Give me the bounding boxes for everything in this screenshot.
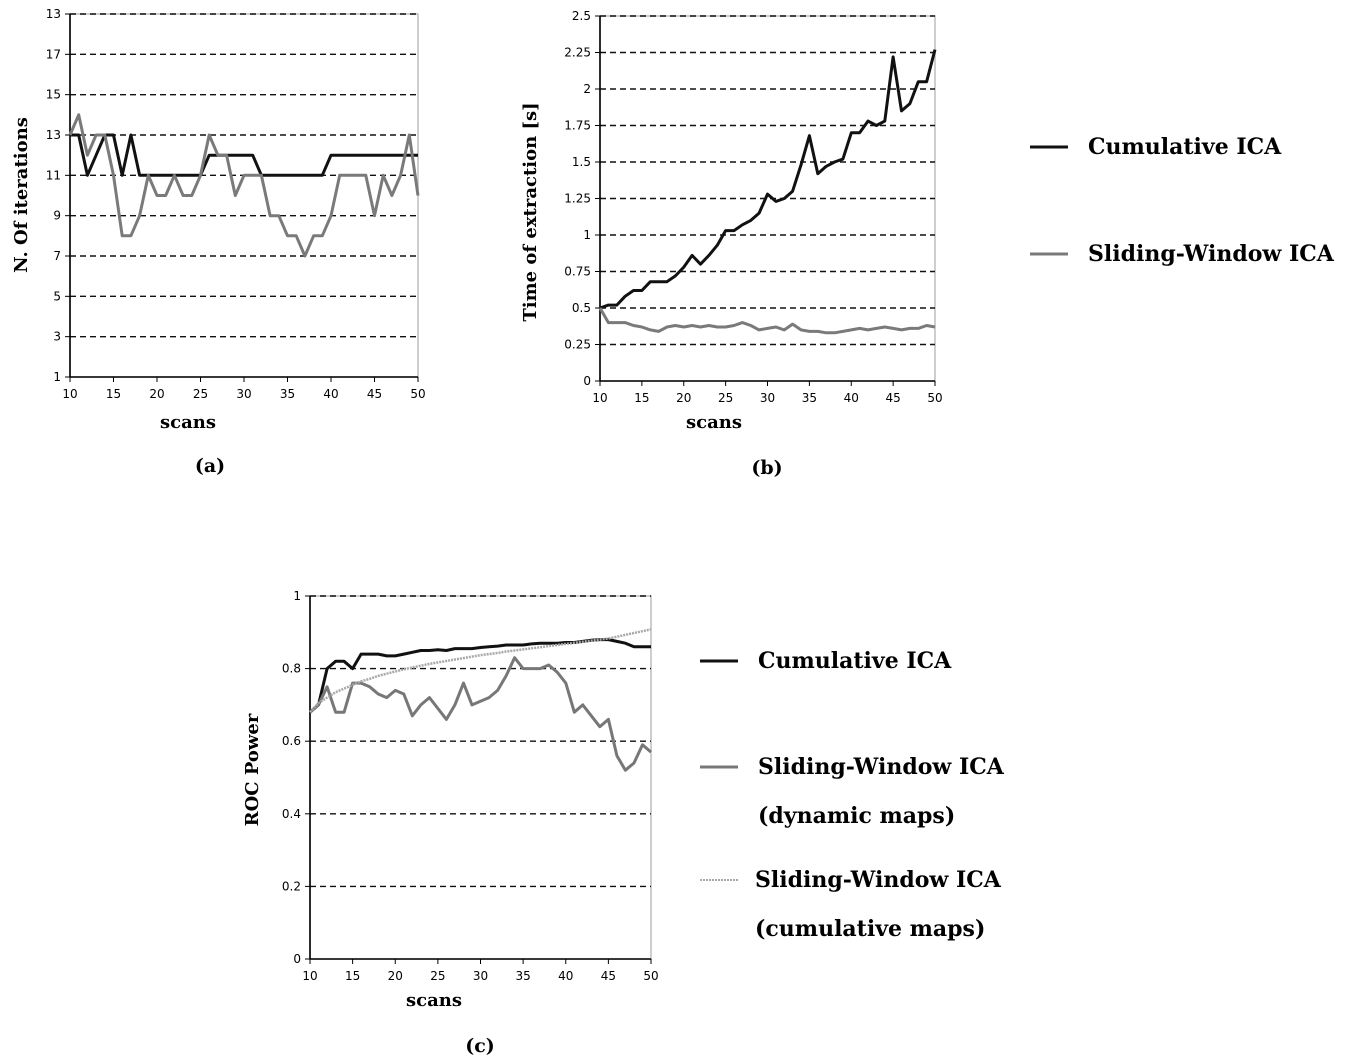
chart-b-xtick-label: 40 <box>844 391 859 405</box>
chart-c-ytick-label: 0.2 <box>282 879 301 893</box>
chart-c-ytick-label: 0.4 <box>282 807 301 821</box>
chart-a-ylabel: N. Of iterations <box>11 117 32 273</box>
chart-a-xtick-label: 20 <box>149 387 164 401</box>
legend-b-label-cumulative: Cumulative ICA <box>1088 134 1282 160</box>
chart-c-xtick-label: 50 <box>643 969 658 983</box>
chart-c-xtick-label: 15 <box>345 969 360 983</box>
chart-b-xtick-label: 50 <box>927 391 942 405</box>
chart-a-panel-label: (a) <box>195 455 225 477</box>
chart-a-ytick-label: 15 <box>46 88 61 102</box>
chart-c-ytick-label: 0.6 <box>282 734 301 748</box>
chart-b-ylabel: Time of extraction [s] <box>520 102 541 321</box>
chart-b-xtick-label: 30 <box>760 391 775 405</box>
chart-b-xtick-label: 15 <box>634 391 649 405</box>
chart-a-xtick-label: 10 <box>62 387 77 401</box>
chart-b-ytick-label: 1.25 <box>564 192 591 206</box>
chart-c-xtick-label: 35 <box>515 969 530 983</box>
chart-c-plot-frame <box>309 595 652 960</box>
chart-b-series-1-line <box>598 307 936 335</box>
chart-b-xtick-label: 10 <box>592 391 607 405</box>
chart-a-series-1-line <box>68 113 420 258</box>
chart-c-ytick-label: 0.8 <box>282 662 301 676</box>
chart-a-plot-frame <box>69 13 419 378</box>
chart-c-ytick-label: 0 <box>293 952 301 966</box>
chart-c-ytick-label: 1 <box>293 589 301 603</box>
chart-a-xtick-label: 25 <box>193 387 208 401</box>
chart-a-ytick-label: 9 <box>53 209 61 223</box>
chart-c-xlabel: scans <box>406 990 462 1011</box>
legend-c-label-cumulative: Cumulative ICA <box>758 648 952 674</box>
chart-b-xtick-label: 35 <box>802 391 817 405</box>
legend-b-label-sliding: Sliding-Window ICA <box>1088 241 1335 267</box>
chart-b-ytick-label: 2 <box>583 82 591 96</box>
chart-b-ytick-label: 0.75 <box>564 265 591 279</box>
chart-b-ytick-label: 2.5 <box>572 9 591 23</box>
chart-a-xtick-label: 50 <box>410 387 425 401</box>
chart-a-ytick-label: 17 <box>46 47 61 61</box>
chart-a-xtick-label: 30 <box>236 387 251 401</box>
chart-a-ytick-label: 5 <box>53 289 61 303</box>
chart-a-xtick-label: 35 <box>280 387 295 401</box>
chart-c-xtick-label: 25 <box>430 969 445 983</box>
chart-b-xtick-label: 25 <box>718 391 733 405</box>
chart-b: 0 0.25 0.5 0.75 1 1.25 1.5 1.75 2 2.25 2.5 10 15 20 25… <box>564 9 942 405</box>
chart-b-ytick-label: 1.75 <box>564 119 591 133</box>
chart-c-xtick-label: 20 <box>388 969 403 983</box>
chart-c: 0 0.2 0.4 0.6 0.8 1 10 15 20 25 30 35 40 45 50 <box>282 589 659 983</box>
chart-c-ylabel: ROC Power <box>242 713 263 826</box>
chart-b-panel-label: (b) <box>751 457 782 479</box>
chart-a-xtick-label: 15 <box>106 387 121 401</box>
chart-b-xtick-label: 20 <box>676 391 691 405</box>
chart-b-ytick-label: 0 <box>583 374 591 388</box>
chart-c-series-1-line <box>309 656 652 772</box>
chart-a-ytick-label: 13 <box>46 128 61 142</box>
chart-a-ytick-label: 7 <box>53 249 61 263</box>
chart-a-ytick-label: 1 <box>53 370 61 384</box>
chart-b-xtick-label: 45 <box>885 391 900 405</box>
chart-b-ytick-label: 1 <box>583 228 591 242</box>
chart-a-ytick-label: 13 <box>46 7 61 21</box>
chart-a-xtick-label: 45 <box>367 387 382 401</box>
chart-c-xtick-label: 40 <box>558 969 573 983</box>
chart-a-xtick-label: 40 <box>323 387 338 401</box>
legend-c-label-cumulative-maps-2: (cumulative maps) <box>755 916 985 942</box>
legend-c: Cumulative ICA Sliding-Window ICA (dynam… <box>700 648 1005 942</box>
chart-a-xlabel: scans <box>160 412 216 433</box>
chart-b-ytick-label: 0.25 <box>564 338 591 352</box>
chart-b-series-0-line <box>599 49 937 310</box>
legend-c-label-dynamic-2: (dynamic maps) <box>758 803 955 829</box>
chart-c-panel-label: (c) <box>465 1035 495 1057</box>
chart-c-xtick-label: 45 <box>601 969 616 983</box>
legend-c-label-cumulative-maps-1: Sliding-Window ICA <box>755 867 1002 893</box>
chart-a-ytick-label: 11 <box>46 168 61 182</box>
chart-a-series-0-line <box>70 133 418 177</box>
legend-c-label-dynamic-1: Sliding-Window ICA <box>758 754 1005 780</box>
chart-c-series-2-line <box>309 628 652 714</box>
chart-c-xtick-label: 30 <box>473 969 488 983</box>
legend-b: Cumulative ICA Sliding-Window ICA <box>1030 134 1335 267</box>
chart-b-ytick-label: 1.5 <box>572 155 591 169</box>
chart-b-xlabel: scans <box>686 412 742 433</box>
chart-a-ytick-label: 3 <box>53 330 61 344</box>
chart-b-ytick-label: 2.25 <box>564 46 591 60</box>
chart-c-xtick-label: 10 <box>302 969 317 983</box>
chart-b-ytick-label: 0.5 <box>572 301 591 315</box>
